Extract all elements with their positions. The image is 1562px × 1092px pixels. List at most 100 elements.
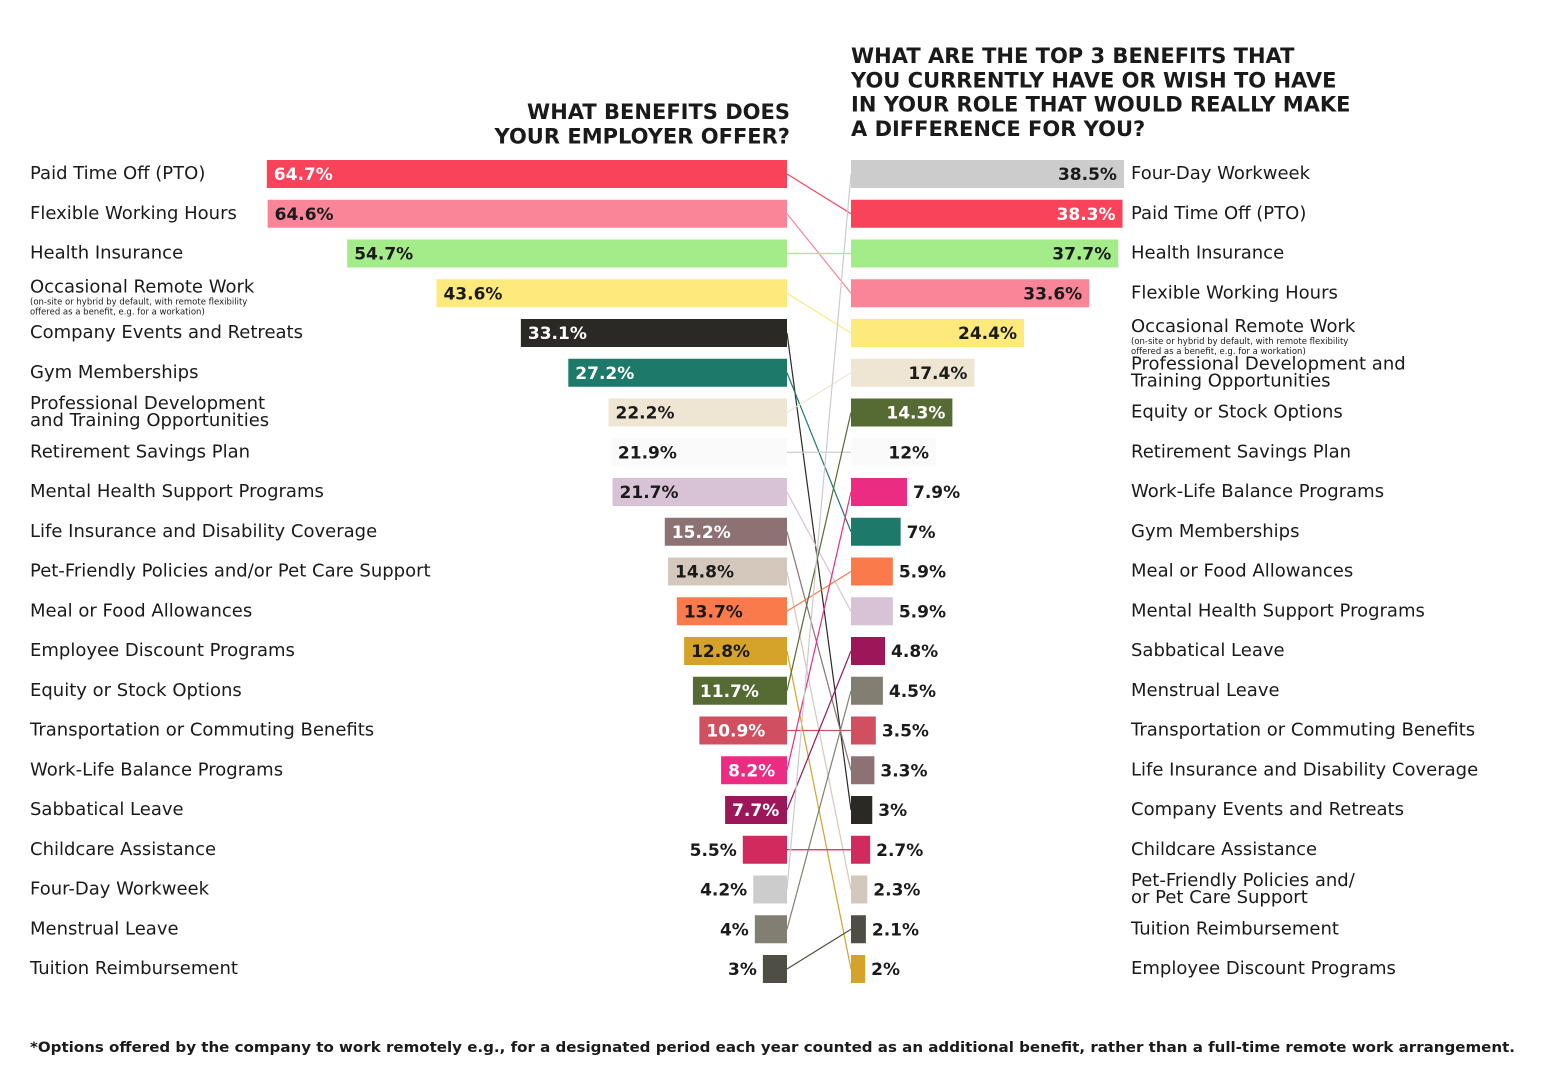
connector: [786, 570, 852, 612]
value-label: 2.3%: [873, 881, 920, 901]
value-label: 3.5%: [882, 722, 929, 742]
bar: [692, 676, 787, 705]
category-label: Sabbatical Leave: [1131, 640, 1285, 661]
bar: [742, 835, 787, 864]
bar: [699, 716, 787, 745]
value-label: 7.9%: [913, 483, 960, 503]
category-label: Gym Memberships: [1131, 521, 1300, 542]
bar: [851, 676, 883, 705]
category-label: Equity or Stock Options: [1131, 402, 1343, 423]
bar: [851, 955, 866, 983]
value-label: 4.8%: [891, 642, 938, 662]
value-label: 4.5%: [889, 682, 936, 702]
category-label: Sabbatical Leave: [30, 799, 184, 820]
bar: [266, 160, 787, 188]
bar: [668, 557, 787, 586]
bar: [347, 239, 787, 268]
category-label: Professional Development and Training Opp…: [30, 393, 269, 431]
category-label: Tuition Reimbursement: [29, 958, 238, 979]
value-label: 13.7%: [684, 602, 743, 622]
bar: [851, 915, 866, 944]
bar: [851, 716, 876, 745]
bar: [851, 478, 908, 506]
bar: [520, 319, 787, 347]
bar: [612, 478, 787, 506]
bar: [851, 756, 875, 785]
value-label: 11.7%: [700, 682, 759, 702]
value-label: 7.7%: [732, 801, 779, 821]
value-label: 4%: [720, 920, 749, 940]
category-label: Mental Health Support Programs: [1131, 600, 1425, 621]
bar: [664, 517, 787, 546]
value-label: 64.7%: [274, 165, 333, 185]
bar: [267, 199, 788, 228]
value-label: 12.8%: [691, 642, 750, 662]
connector: [786, 173, 852, 215]
connectors: [786, 173, 852, 970]
category-label: Pet-Friendly Policies and/or Pet Care Su…: [1131, 870, 1356, 908]
value-label: 5.9%: [899, 563, 946, 583]
value-label: 37.7%: [1052, 245, 1111, 265]
bar: [851, 597, 893, 626]
value-label: 7%: [907, 523, 936, 543]
category-label: Life Insurance and Disability Coverage: [30, 521, 377, 542]
bar: [851, 438, 937, 467]
category-label: Professional Development and Training Opp…: [1130, 353, 1406, 391]
value-label: 17.4%: [908, 364, 967, 384]
connector: [786, 690, 852, 930]
connector: [786, 491, 852, 771]
connector: [786, 928, 852, 970]
category-label: Paid Time Off (PTO): [1131, 203, 1306, 224]
category-label: Four-Day Workweek: [30, 879, 210, 900]
value-label: 2.1%: [872, 920, 919, 940]
bar: [851, 319, 1024, 347]
bar: [762, 955, 787, 983]
value-label: 3.3%: [880, 761, 927, 781]
category-label: Four-Day Workweek: [1131, 163, 1311, 184]
category-label: Employee Discount Programs: [30, 640, 295, 661]
value-label: 15.2%: [672, 523, 731, 543]
bar: [436, 279, 787, 308]
value-label: 10.9%: [706, 722, 765, 742]
category-label: Retirement Savings Plan: [1131, 441, 1351, 462]
value-label: 21.7%: [620, 483, 679, 503]
category-label: Mental Health Support Programs: [30, 481, 324, 502]
connector: [786, 650, 852, 811]
category-note: (on-site or hybrid by default, with remo…: [30, 297, 247, 317]
bar: [851, 557, 893, 586]
bar: [851, 160, 1124, 188]
category-note: (on-site or hybrid by default, with remo…: [1131, 337, 1348, 357]
value-label: 4.2%: [700, 881, 747, 901]
category-label: Work-Life Balance Programs: [30, 759, 283, 780]
bar: [754, 915, 787, 944]
bar: [725, 796, 787, 824]
connector: [786, 412, 852, 691]
bar: [684, 637, 787, 665]
category-label: Work-Life Balance Programs: [1131, 481, 1384, 502]
bar: [721, 756, 787, 785]
category-label: Menstrual Leave: [1131, 680, 1280, 701]
value-label: 14.3%: [886, 404, 945, 424]
category-label: Menstrual Leave: [30, 918, 179, 939]
value-label: 3%: [728, 960, 757, 980]
category-label: Employee Discount Programs: [1131, 958, 1396, 979]
category-label: Tuition Reimbursement: [1130, 918, 1339, 939]
bar: [851, 875, 868, 904]
value-label: 33.6%: [1023, 284, 1082, 304]
value-label: 64.6%: [275, 205, 334, 225]
category-label: Health Insurance: [30, 243, 183, 264]
category-label: Pet-Friendly Policies and/or Pet Care Su…: [30, 561, 431, 582]
bar: [851, 517, 901, 546]
value-label: 24.4%: [958, 324, 1017, 344]
bar: [851, 796, 873, 824]
value-label: 21.9%: [618, 443, 677, 463]
connector: [786, 372, 852, 414]
value-label: 22.2%: [616, 404, 675, 424]
value-label: 3%: [878, 801, 907, 821]
bar: [851, 398, 953, 427]
value-label: 33.1%: [528, 324, 587, 344]
category-label: Flexible Working Hours: [1131, 282, 1338, 303]
bar: [851, 835, 871, 864]
category-label: Occasional Remote Work: [1131, 316, 1356, 337]
value-label: 2%: [871, 960, 900, 980]
